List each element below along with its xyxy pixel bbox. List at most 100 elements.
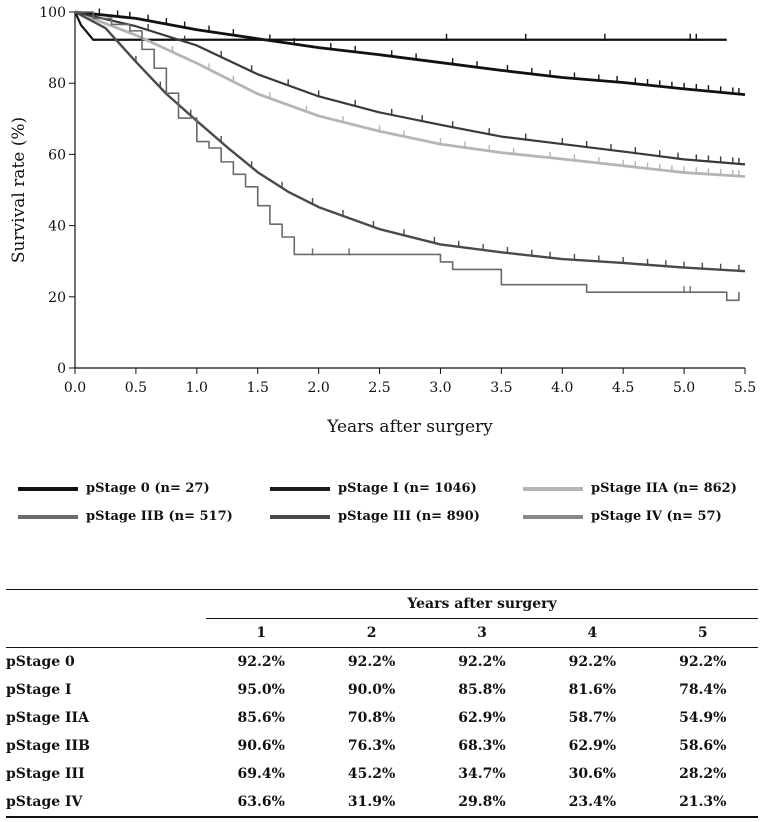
x-tick-label: 2.5 (368, 380, 390, 396)
x-tick-label: 4.5 (612, 380, 634, 396)
series-line (74, 10, 746, 96)
table-value-cell: 90.0% (347, 682, 396, 698)
table-value-cell: 30.6% (568, 766, 617, 782)
x-tick-label: 5.0 (673, 380, 695, 396)
legend-label: pStage 0 (n= 27) (86, 481, 210, 496)
table-stage-cell: pStage IIB (6, 738, 90, 754)
series-line (74, 10, 746, 178)
x-tick-label: 1.0 (186, 380, 208, 396)
series-4 (74, 10, 746, 273)
table-value-cell: 45.2% (347, 766, 396, 782)
series-3 (74, 10, 746, 166)
table-value-cell: 62.9% (458, 710, 506, 726)
table-value-cell: 81.6% (568, 682, 617, 698)
series-1 (74, 8, 746, 96)
series-line (74, 10, 746, 273)
table-row: pStage IIB 90.6% 76.3% 68.3% 62.9% 58.6% (6, 732, 758, 760)
table-value-cell: 85.8% (458, 682, 506, 698)
legend-swatch (18, 514, 78, 519)
table-group-header: Years after surgery (206, 589, 758, 619)
legend-label: pStage IV (n= 57) (591, 509, 722, 524)
x-tick-label: 0.0 (64, 380, 86, 396)
x-tick-label: 5.5 (734, 380, 756, 396)
table-row: pStage IIA 85.6% 70.8% 62.9% 58.7% 54.9% (6, 704, 758, 732)
table-stage-cell: pStage I (6, 682, 72, 698)
table-corner-2 (6, 618, 206, 648)
chart-axes: 0.0 0.5 1.0 1.5 2.0 2.5 3.0 3.5 4.0 4.5 5.0 5.5 0 20 4… (39, 5, 756, 396)
table-value-cell: 21.3% (647, 788, 758, 818)
chart-series-layer (74, 8, 746, 302)
table-row: pStage 0 92.2% 92.2% 92.2% 92.2% 92.2% (6, 648, 758, 677)
table-group-header-row: Years after surgery (6, 589, 758, 619)
table-body: pStage 0 92.2% 92.2% 92.2% 92.2% 92.2% pStage … (6, 648, 758, 818)
legend-swatch (523, 486, 583, 491)
legend-item: pStage III (n= 890) (270, 509, 480, 524)
legend-label: pStage III (n= 890) (338, 509, 480, 524)
col-header-1: 1 (206, 618, 317, 648)
survival-chart: 0.0 0.5 1.0 1.5 2.0 2.5 3.0 3.5 4.0 4.5 5.0 5.5 0 20 4… (9, 5, 756, 437)
legend-swatch (270, 486, 330, 491)
legend-item: pStage IIB (n= 517) (18, 509, 233, 524)
legend-label: pStage IIA (n= 862) (591, 481, 737, 496)
table-value-cell: 90.6% (237, 738, 285, 754)
table-column-header-row: 1 2 3 4 5 (6, 618, 758, 648)
y-tick-label: 0 (57, 361, 66, 377)
x-tick-label: 3.5 (490, 380, 512, 396)
legend-item: pStage IIA (n= 862) (523, 481, 737, 496)
legend-swatch (523, 514, 583, 519)
table-value-cell: 34.7% (458, 766, 506, 782)
y-axis-label: Survival rate (%) (9, 117, 29, 263)
legend-item: pStage I (n= 1046) (270, 481, 477, 496)
table-row: pStage I 95.0% 90.0% 85.8% 81.6% 78.4% (6, 676, 758, 704)
x-tick-label: 1.5 (247, 380, 269, 396)
table-row: pStage IV 63.6% 31.9% 29.8% 23.4% 21.3% (6, 788, 758, 818)
table-value-cell: 76.3% (347, 738, 396, 754)
table-row: pStage III 69.4% 45.2% 34.7% 30.6% 28.2% (6, 760, 758, 788)
y-tick-label: 100 (39, 5, 66, 21)
legend-item: pStage 0 (n= 27) (18, 481, 210, 496)
x-tick-label: 3.0 (429, 380, 451, 396)
y-tick-label: 60 (48, 147, 66, 163)
table-value-cell: 23.4% (537, 788, 648, 818)
table-value-cell: 85.6% (237, 710, 285, 726)
x-tick-label: 4.0 (551, 380, 573, 396)
legend-label: pStage I (n= 1046) (338, 481, 477, 496)
table-value-cell: 78.4% (679, 682, 727, 698)
legend-swatch (270, 514, 330, 519)
table-value-cell: 92.2% (679, 654, 727, 670)
series-5 (75, 11, 740, 302)
x-tick-label: 2.0 (308, 380, 330, 396)
table-value-cell: 92.2% (237, 654, 285, 670)
series-line (75, 11, 740, 302)
x-tick-label: 0.5 (125, 380, 147, 396)
table-value-cell: 62.9% (568, 738, 617, 754)
y-tick-label: 80 (48, 76, 66, 92)
table-value-cell: 92.2% (458, 654, 506, 670)
table-value-cell: 92.2% (568, 654, 617, 670)
legend-label: pStage IIB (n= 517) (86, 509, 233, 524)
table-value-cell: 28.2% (679, 766, 727, 782)
table-corner (6, 590, 206, 619)
series-2 (74, 10, 746, 178)
col-header-4: 4 (537, 618, 648, 648)
y-tick-label: 20 (48, 290, 66, 306)
x-axis-label: Years after surgery (326, 417, 493, 437)
table-value-cell: 54.9% (679, 710, 727, 726)
table-value-cell: 68.3% (458, 738, 506, 754)
table-value-cell: 58.6% (679, 738, 727, 754)
legend-item: pStage IV (n= 57) (523, 509, 722, 524)
table-stage-cell: pStage 0 (6, 654, 75, 670)
series-line (74, 10, 746, 166)
table-value-cell: 29.8% (426, 788, 538, 818)
col-header-2: 2 (316, 618, 427, 648)
table-stage-cell: pStage IIA (6, 710, 89, 726)
survival-table: Years after surgery 1 2 3 4 5 pStage 0 92… (6, 589, 758, 818)
table-value-cell: 95.0% (237, 682, 285, 698)
table-value-cell: 69.4% (237, 766, 285, 782)
table-value-cell: 63.6% (206, 788, 317, 818)
col-header-3: 3 (426, 618, 538, 648)
table-stage-cell: pStage IV (6, 788, 206, 818)
col-header-5: 5 (647, 618, 758, 648)
y-tick-label: 40 (48, 219, 66, 235)
legend-swatch (18, 486, 78, 491)
